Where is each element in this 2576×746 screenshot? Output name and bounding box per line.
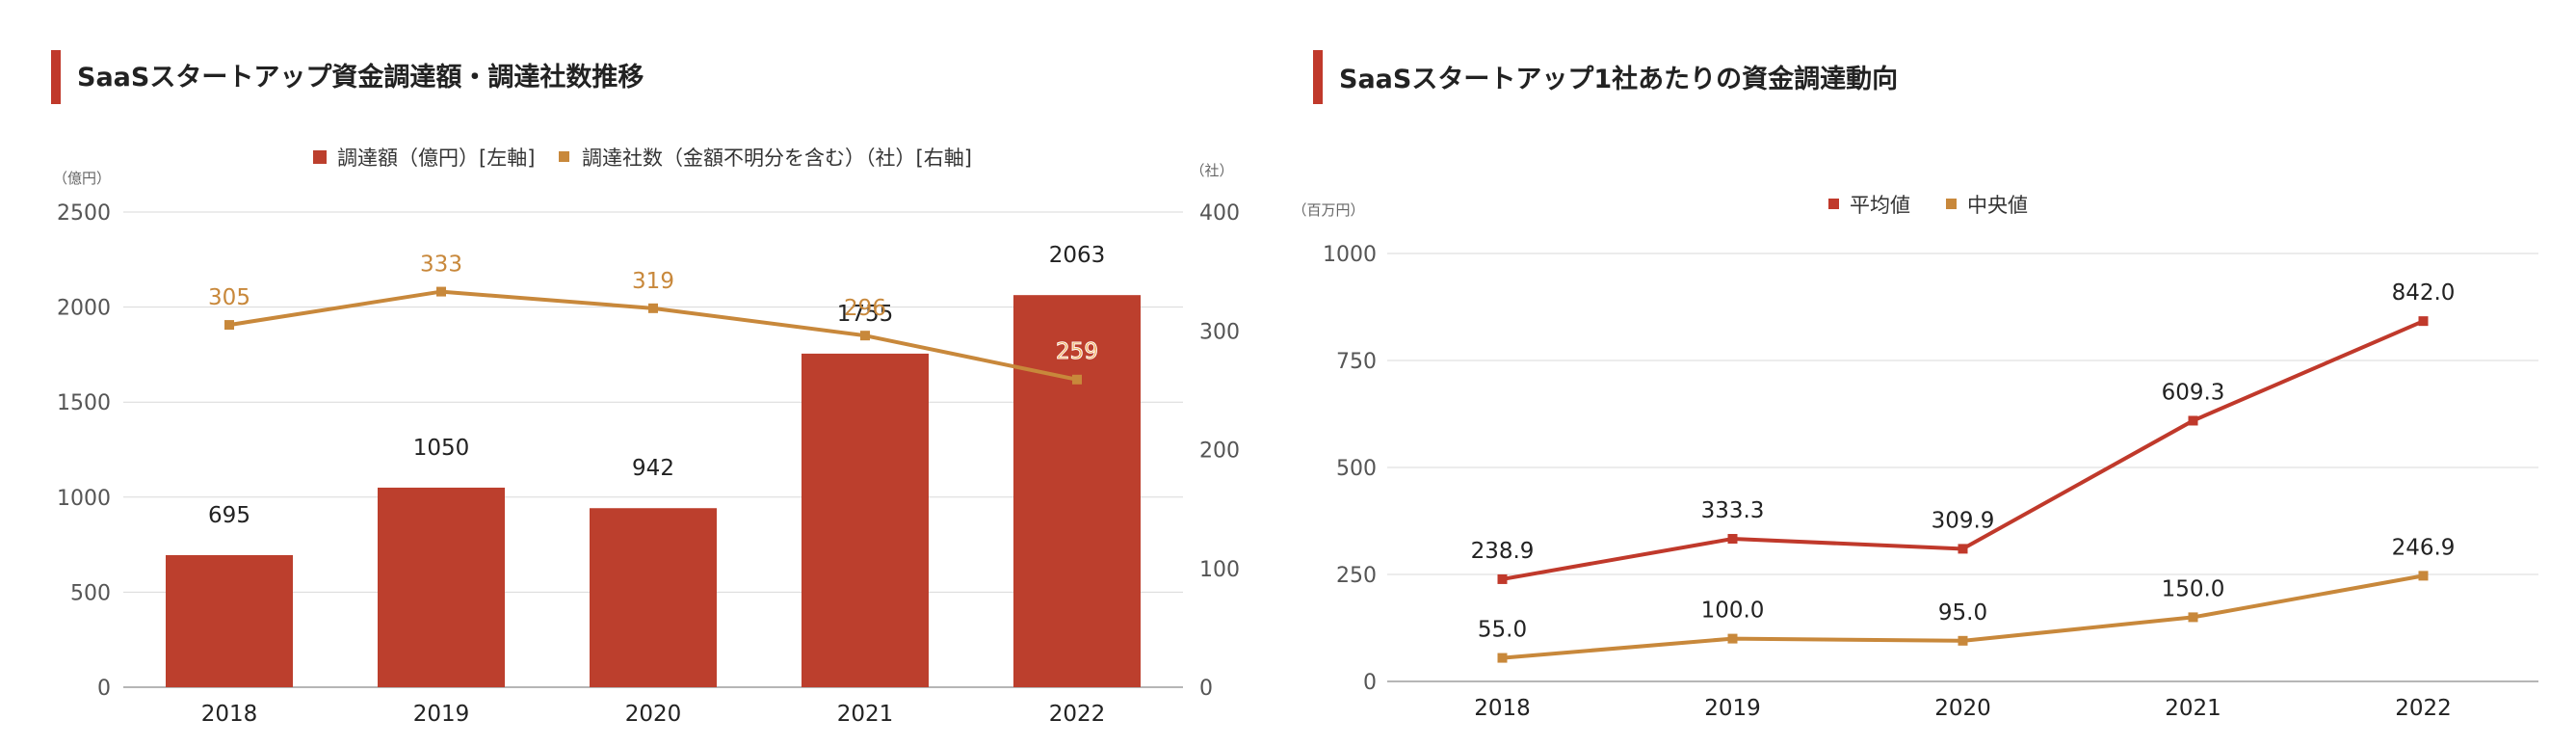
legend-swatch	[559, 151, 569, 162]
y-axis-unit-right: （社）	[1190, 162, 1233, 179]
y-tick-label: 500	[1336, 457, 1377, 481]
legend-label: 平均値	[1850, 194, 1910, 217]
bar-data-label: 2063	[1049, 243, 1106, 268]
funding-chart-panel: SaaSスタートアップ資金調達額・調達社数推移 0 500 1000 1500 2000…	[51, 50, 1240, 727]
line-point	[1727, 633, 1738, 644]
title-accent-bar	[51, 50, 61, 104]
line-point	[1958, 635, 1968, 646]
line-data-label: 609.3	[2162, 380, 2225, 405]
line-data-label: 305	[208, 285, 250, 310]
bar-data-label: 695	[208, 503, 250, 528]
line-data-label: 238.9	[1471, 539, 1535, 564]
line-data-label: 95.0	[1938, 600, 1987, 626]
legend-swatch	[313, 150, 327, 164]
line-point	[860, 331, 870, 341]
x-tick-label: 2019	[1704, 696, 1761, 721]
bar	[378, 487, 505, 687]
line-data-label: 319	[632, 269, 674, 294]
legend-swatch	[1828, 199, 1839, 209]
y-tick-label-left: 1000	[57, 487, 111, 511]
x-tick-label: 2021	[837, 702, 894, 727]
bar-data-label: 1050	[413, 436, 470, 461]
y-tick-label-right: 300	[1199, 320, 1240, 344]
y-tick-label: 250	[1336, 564, 1377, 588]
funding-bar-line-chart: 0 500 1000 1500 2000 2500 0 100 200 300 400 （億円） （社）…	[53, 147, 1240, 727]
legend-label: 調達社数（金額不明分を含む）（社）[右軸]	[582, 147, 972, 170]
y-tick-label: 0	[1363, 671, 1377, 695]
line-point	[1958, 544, 1968, 554]
line-data-label: 842.0	[2392, 280, 2456, 306]
chart-title: SaaSスタートアップ資金調達額・調達社数推移	[77, 63, 644, 93]
y-tick-label-left: 1500	[57, 391, 111, 415]
bar	[166, 554, 293, 687]
y-tick-label: 750	[1336, 350, 1377, 374]
x-tick-label: 2020	[1934, 696, 1991, 721]
bar-data-label: 1755	[837, 302, 894, 327]
line-data-label: 296	[844, 296, 886, 321]
y-tick-label-right: 100	[1199, 558, 1240, 582]
legend-swatch	[1946, 199, 1957, 209]
series-line	[1502, 319, 2425, 581]
line-point	[224, 320, 234, 331]
x-tick-label: 2022	[2395, 696, 2452, 721]
line-point	[1727, 534, 1738, 545]
legend-label: 調達額（億円）[左軸]	[337, 147, 535, 170]
line-data-label: 246.9	[2392, 535, 2456, 560]
line-data-label: 309.9	[1932, 508, 1995, 533]
bar	[590, 508, 717, 687]
x-tick-label: 2018	[1474, 696, 1531, 721]
line-data-label: 333	[420, 253, 462, 278]
y-tick-label-left: 0	[97, 677, 111, 701]
y-tick-label-left: 2000	[57, 297, 111, 321]
y-tick-label-right: 200	[1199, 440, 1240, 464]
line-point	[2188, 415, 2198, 426]
line-point	[1497, 653, 1508, 663]
line-data-label: 150.0	[2162, 576, 2225, 601]
chart-title: SaaSスタートアップ1社あたりの資金調達動向	[1339, 65, 1899, 94]
line-point	[2418, 571, 2429, 581]
line-data-label: 259	[1056, 339, 1098, 364]
line-point	[2418, 316, 2429, 327]
bar	[802, 353, 929, 687]
per-company-chart-panel: SaaSスタートアップ1社あたりの資金調達動向 0 250 500 750 1000 （百…	[1288, 0, 2576, 746]
bar	[1013, 295, 1141, 687]
line-data-label: 333.3	[1701, 498, 1765, 523]
line-data-label: 100.0	[1701, 599, 1765, 624]
x-tick-label: 2020	[625, 702, 682, 727]
line-point	[1072, 374, 1082, 385]
line-point	[648, 303, 658, 313]
line-point	[1497, 573, 1508, 584]
x-tick-label: 2021	[2165, 696, 2221, 721]
x-tick-label: 2022	[1049, 702, 1106, 727]
y-tick-label-left: 500	[70, 581, 111, 605]
line-data-label: 55.0	[1478, 618, 1527, 643]
bar-data-label: 942	[632, 456, 674, 481]
y-tick-label-right: 400	[1199, 201, 1240, 226]
y-tick-label-right: 0	[1199, 677, 1213, 701]
line-point	[436, 286, 446, 297]
legend-label: 中央値	[1967, 194, 2028, 217]
y-tick-label: 1000	[1323, 243, 1377, 267]
per-company-line-chart: 0 250 500 750 1000 （百万円） 238.9 333.3 309.9 609.3 8…	[1292, 194, 2538, 721]
x-tick-label: 2019	[413, 702, 470, 727]
y-axis-unit-left: （億円）	[53, 170, 111, 187]
y-tick-label-left: 2500	[57, 201, 111, 226]
title-accent-bar	[1313, 50, 1323, 104]
y-axis-unit: （百万円）	[1292, 201, 1364, 219]
line-point	[2188, 612, 2198, 623]
x-tick-label: 2018	[201, 702, 258, 727]
